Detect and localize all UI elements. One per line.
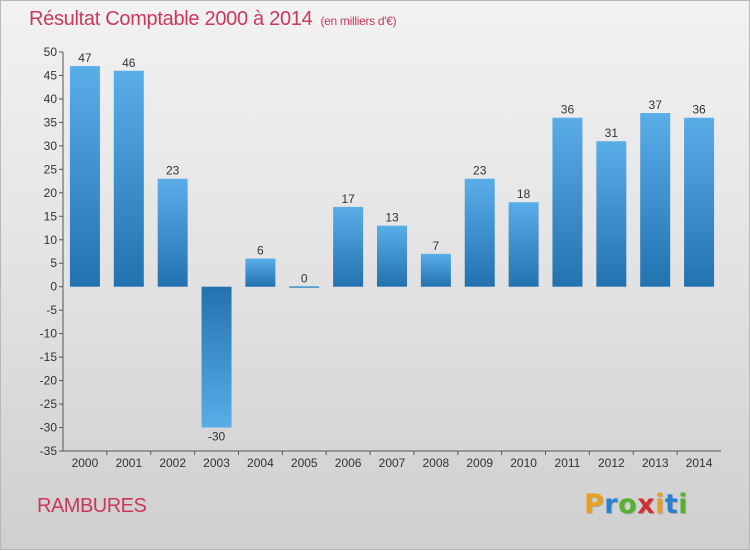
data-label: 13	[385, 211, 399, 225]
logo-letter: o	[618, 489, 638, 520]
bar-2006	[333, 206, 364, 287]
y-tick-label: 25	[44, 162, 58, 176]
y-tick-label: 10	[44, 233, 58, 247]
bar-2000	[69, 66, 100, 287]
y-tick-label: 0	[50, 280, 57, 294]
y-tick-label: 45	[44, 68, 58, 82]
logo-letter: t	[664, 489, 679, 520]
y-tick-label: 30	[44, 139, 58, 153]
x-tick-label: 2006	[335, 456, 362, 470]
y-tick-label: -20	[40, 374, 58, 388]
data-label: 31	[605, 126, 619, 140]
x-tick-label: 2009	[466, 456, 493, 470]
data-label: 36	[561, 103, 575, 117]
data-label: 0	[301, 272, 308, 286]
logo-letter: x	[637, 489, 656, 520]
y-tick-label: -15	[40, 350, 58, 364]
bar-2009	[464, 178, 495, 287]
data-label: 47	[78, 51, 92, 65]
x-tick-label: 2001	[115, 456, 142, 470]
y-tick-label: -5	[46, 303, 57, 317]
data-label: 6	[257, 244, 264, 258]
y-tick-label: 15	[44, 209, 58, 223]
proxiti-logo: Proxiti	[584, 489, 688, 520]
commune-name: RAMBURES	[37, 495, 147, 517]
chart-title: Résultat Comptable 2000 à 2014 (en millie…	[29, 8, 397, 31]
x-tick-label: 2002	[159, 456, 186, 470]
y-tick-label: -10	[40, 327, 58, 341]
bar-2010	[508, 202, 539, 287]
x-tick-label: 2004	[247, 456, 274, 470]
bar-series	[69, 66, 715, 428]
x-tick-label: 2012	[598, 456, 625, 470]
y-tick-label: -25	[40, 397, 58, 411]
bar-2004	[245, 258, 276, 287]
bar-2002	[157, 178, 188, 287]
x-tick-label: 2011	[555, 456, 581, 470]
title-unit: (en milliers d'€)	[320, 14, 397, 28]
y-tick-label: 20	[44, 186, 58, 200]
data-label: 37	[649, 98, 663, 112]
logo-letter: i	[678, 489, 689, 520]
bar-2013	[640, 113, 671, 287]
bar-2012	[596, 141, 627, 287]
y-tick-label: 35	[44, 115, 58, 129]
y-tick-label: 50	[44, 45, 58, 59]
logo-letter: P	[584, 489, 605, 520]
data-label: 36	[692, 103, 706, 117]
data-label: 7	[433, 239, 440, 253]
x-tick-label: 2010	[510, 456, 537, 470]
data-label: 46	[122, 56, 136, 70]
y-tick-label: 5	[50, 256, 57, 270]
x-tick-label: 2003	[203, 456, 230, 470]
data-label: -30	[208, 430, 226, 444]
logo-letter: r	[604, 489, 619, 520]
bar-2011	[552, 117, 583, 287]
x-tick-label: 2013	[642, 456, 669, 470]
y-tick-label: -30	[40, 421, 58, 435]
y-tick-label: -35	[40, 444, 58, 458]
x-tick-label: 2008	[423, 456, 450, 470]
data-labels: 47 46 23 -30 6 0 17 13 7 23 18 36 31 37 36	[78, 51, 706, 443]
bar-2007	[377, 225, 407, 287]
title-text: Résultat Comptable 2000 à 2014	[29, 8, 313, 30]
x-tick-label: 2014	[686, 456, 713, 470]
bar-2008	[420, 253, 451, 287]
x-axis: 2000 2001 2002 2003 2004 2005 2006 2007 2008 2009…	[63, 450, 721, 470]
x-tick-label: 2000	[72, 456, 99, 470]
y-tick-label: 40	[44, 92, 58, 106]
x-tick-label: 2007	[379, 456, 406, 470]
data-label: 23	[473, 164, 487, 178]
logo-letter: i	[655, 489, 665, 520]
data-label: 23	[166, 164, 180, 178]
bar-2005	[289, 286, 320, 288]
x-tick-label: 2005	[291, 456, 318, 470]
bar-2003	[201, 286, 232, 428]
data-label: 17	[341, 192, 355, 206]
bar-2001	[113, 70, 144, 287]
data-label: 18	[517, 187, 531, 201]
bar-2014	[684, 117, 715, 287]
